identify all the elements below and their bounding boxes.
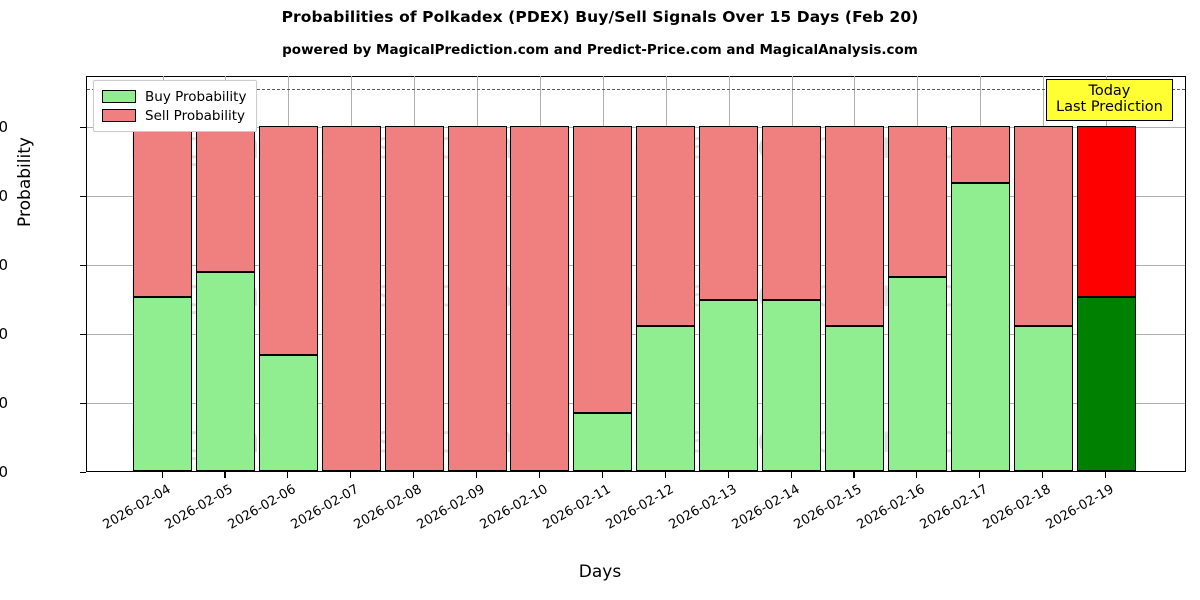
y-tick-label: 0	[0, 463, 8, 481]
bar-segment-sell[interactable]	[447, 126, 507, 471]
bar-group[interactable]	[950, 75, 1010, 471]
x-tick-mark	[538, 472, 541, 478]
legend-item: Sell Probability	[102, 106, 246, 125]
bar-group[interactable]	[447, 75, 507, 471]
y-tick-mark	[80, 265, 86, 267]
bar-segment-sell[interactable]	[510, 126, 570, 471]
bar-segment-buy[interactable]	[573, 413, 633, 471]
bar-segment-sell[interactable]	[384, 126, 444, 471]
legend-item: Buy Probability	[102, 87, 246, 106]
y-tick-label: 100	[0, 118, 8, 136]
chart-legend: Buy Probability Sell Probability	[93, 80, 258, 132]
bar-segment-sell[interactable]	[1013, 126, 1073, 326]
bar-segment-buy[interactable]	[699, 299, 759, 471]
bar-segment-sell[interactable]	[824, 126, 884, 326]
gridline-horizontal	[87, 127, 1185, 128]
y-tick-mark	[80, 403, 86, 405]
bar-group[interactable]	[762, 75, 821, 471]
bar-segment-sell[interactable]	[195, 126, 255, 272]
bar-group[interactable]	[699, 75, 759, 471]
y-tick-label: 60	[0, 256, 8, 274]
y-tick-mark	[80, 127, 86, 129]
x-tick-mark	[664, 472, 666, 478]
bar-segment-buy[interactable]	[133, 297, 192, 471]
bar-group[interactable]	[887, 75, 947, 471]
x-tick-mark	[790, 472, 792, 478]
today-annotation: Today Last Prediction	[1046, 79, 1173, 122]
x-tick-mark	[727, 472, 729, 478]
bar-group[interactable]	[1076, 75, 1136, 471]
x-tick-mark	[224, 472, 226, 478]
bar-segment-sell[interactable]	[321, 126, 381, 471]
x-axis-label: Days	[578, 562, 622, 582]
bar-segment-buy[interactable]	[762, 299, 821, 471]
gridline-horizontal	[87, 265, 1185, 266]
bar-segment-buy[interactable]	[195, 271, 255, 471]
threshold-dashed-line	[87, 89, 1185, 91]
legend-label-sell: Sell Probability	[145, 107, 246, 124]
bar-segment-sell[interactable]	[699, 126, 759, 300]
bar-group[interactable]	[258, 75, 318, 471]
plot-area: MagicalAnalysis.comMagicalPrediction.com…	[85, 75, 1187, 472]
bar-segment-buy[interactable]	[258, 354, 318, 471]
chart-title: Probabilities of Polkadex (PDEX) Buy/Sel…	[281, 8, 919, 26]
legend-label-buy: Buy Probability	[145, 88, 247, 105]
bar-segment-buy[interactable]	[950, 183, 1010, 471]
gridline-horizontal	[87, 196, 1185, 197]
legend-swatch-sell	[102, 109, 136, 122]
bar-group[interactable]	[133, 75, 192, 471]
x-tick-mark	[979, 472, 981, 478]
x-tick-mark	[287, 472, 289, 478]
bar-group[interactable]	[384, 75, 444, 471]
y-tick-label: 40	[0, 325, 8, 343]
bar-segment-buy[interactable]	[887, 277, 947, 471]
y-tick-label: 20	[0, 394, 8, 412]
x-tick-mark	[413, 472, 415, 478]
x-tick-mark	[1042, 472, 1044, 478]
bar-group[interactable]	[1013, 75, 1073, 471]
bar-group[interactable]	[824, 75, 884, 471]
bar-segment-buy[interactable]	[636, 325, 696, 471]
today-annotation-line1: Today	[1088, 83, 1131, 99]
x-tick-mark	[853, 472, 855, 478]
bar-segment-sell[interactable]	[636, 126, 696, 326]
gridline-horizontal	[87, 334, 1185, 335]
x-tick-mark	[1105, 472, 1107, 478]
bar-segment-sell[interactable]	[258, 126, 318, 355]
bar-group[interactable]	[573, 75, 633, 471]
bar-segment-buy[interactable]	[824, 325, 884, 471]
y-tick-mark	[80, 472, 86, 474]
y-tick-mark	[80, 196, 86, 198]
x-tick-mark	[350, 472, 352, 478]
bar-group[interactable]	[636, 75, 696, 471]
bar-group[interactable]	[321, 75, 381, 471]
x-tick-mark	[601, 472, 603, 478]
x-tick-mark	[161, 472, 163, 478]
bar-segment-sell[interactable]	[1076, 126, 1136, 298]
bar-segment-sell[interactable]	[762, 126, 821, 300]
bar-group[interactable]	[195, 75, 255, 471]
x-tick-mark	[476, 472, 478, 478]
legend-swatch-buy	[102, 90, 136, 103]
chart-subtitle: powered by MagicalPrediction.com and Pre…	[282, 42, 918, 58]
y-tick-mark	[80, 334, 86, 336]
bar-segment-sell[interactable]	[887, 126, 947, 278]
y-tick-label: 80	[0, 187, 8, 205]
bar-segment-sell[interactable]	[950, 126, 1010, 184]
gridline-horizontal	[87, 403, 1185, 404]
bar-group[interactable]	[510, 75, 570, 471]
y-axis-label: Probability	[15, 137, 35, 227]
bar-segment-buy[interactable]	[1076, 297, 1136, 471]
bar-segment-sell[interactable]	[573, 126, 633, 414]
x-tick-mark	[916, 472, 918, 478]
bar-segment-buy[interactable]	[1013, 325, 1073, 471]
bar-segment-sell[interactable]	[133, 126, 192, 298]
today-annotation-line2: Last Prediction	[1056, 99, 1163, 116]
